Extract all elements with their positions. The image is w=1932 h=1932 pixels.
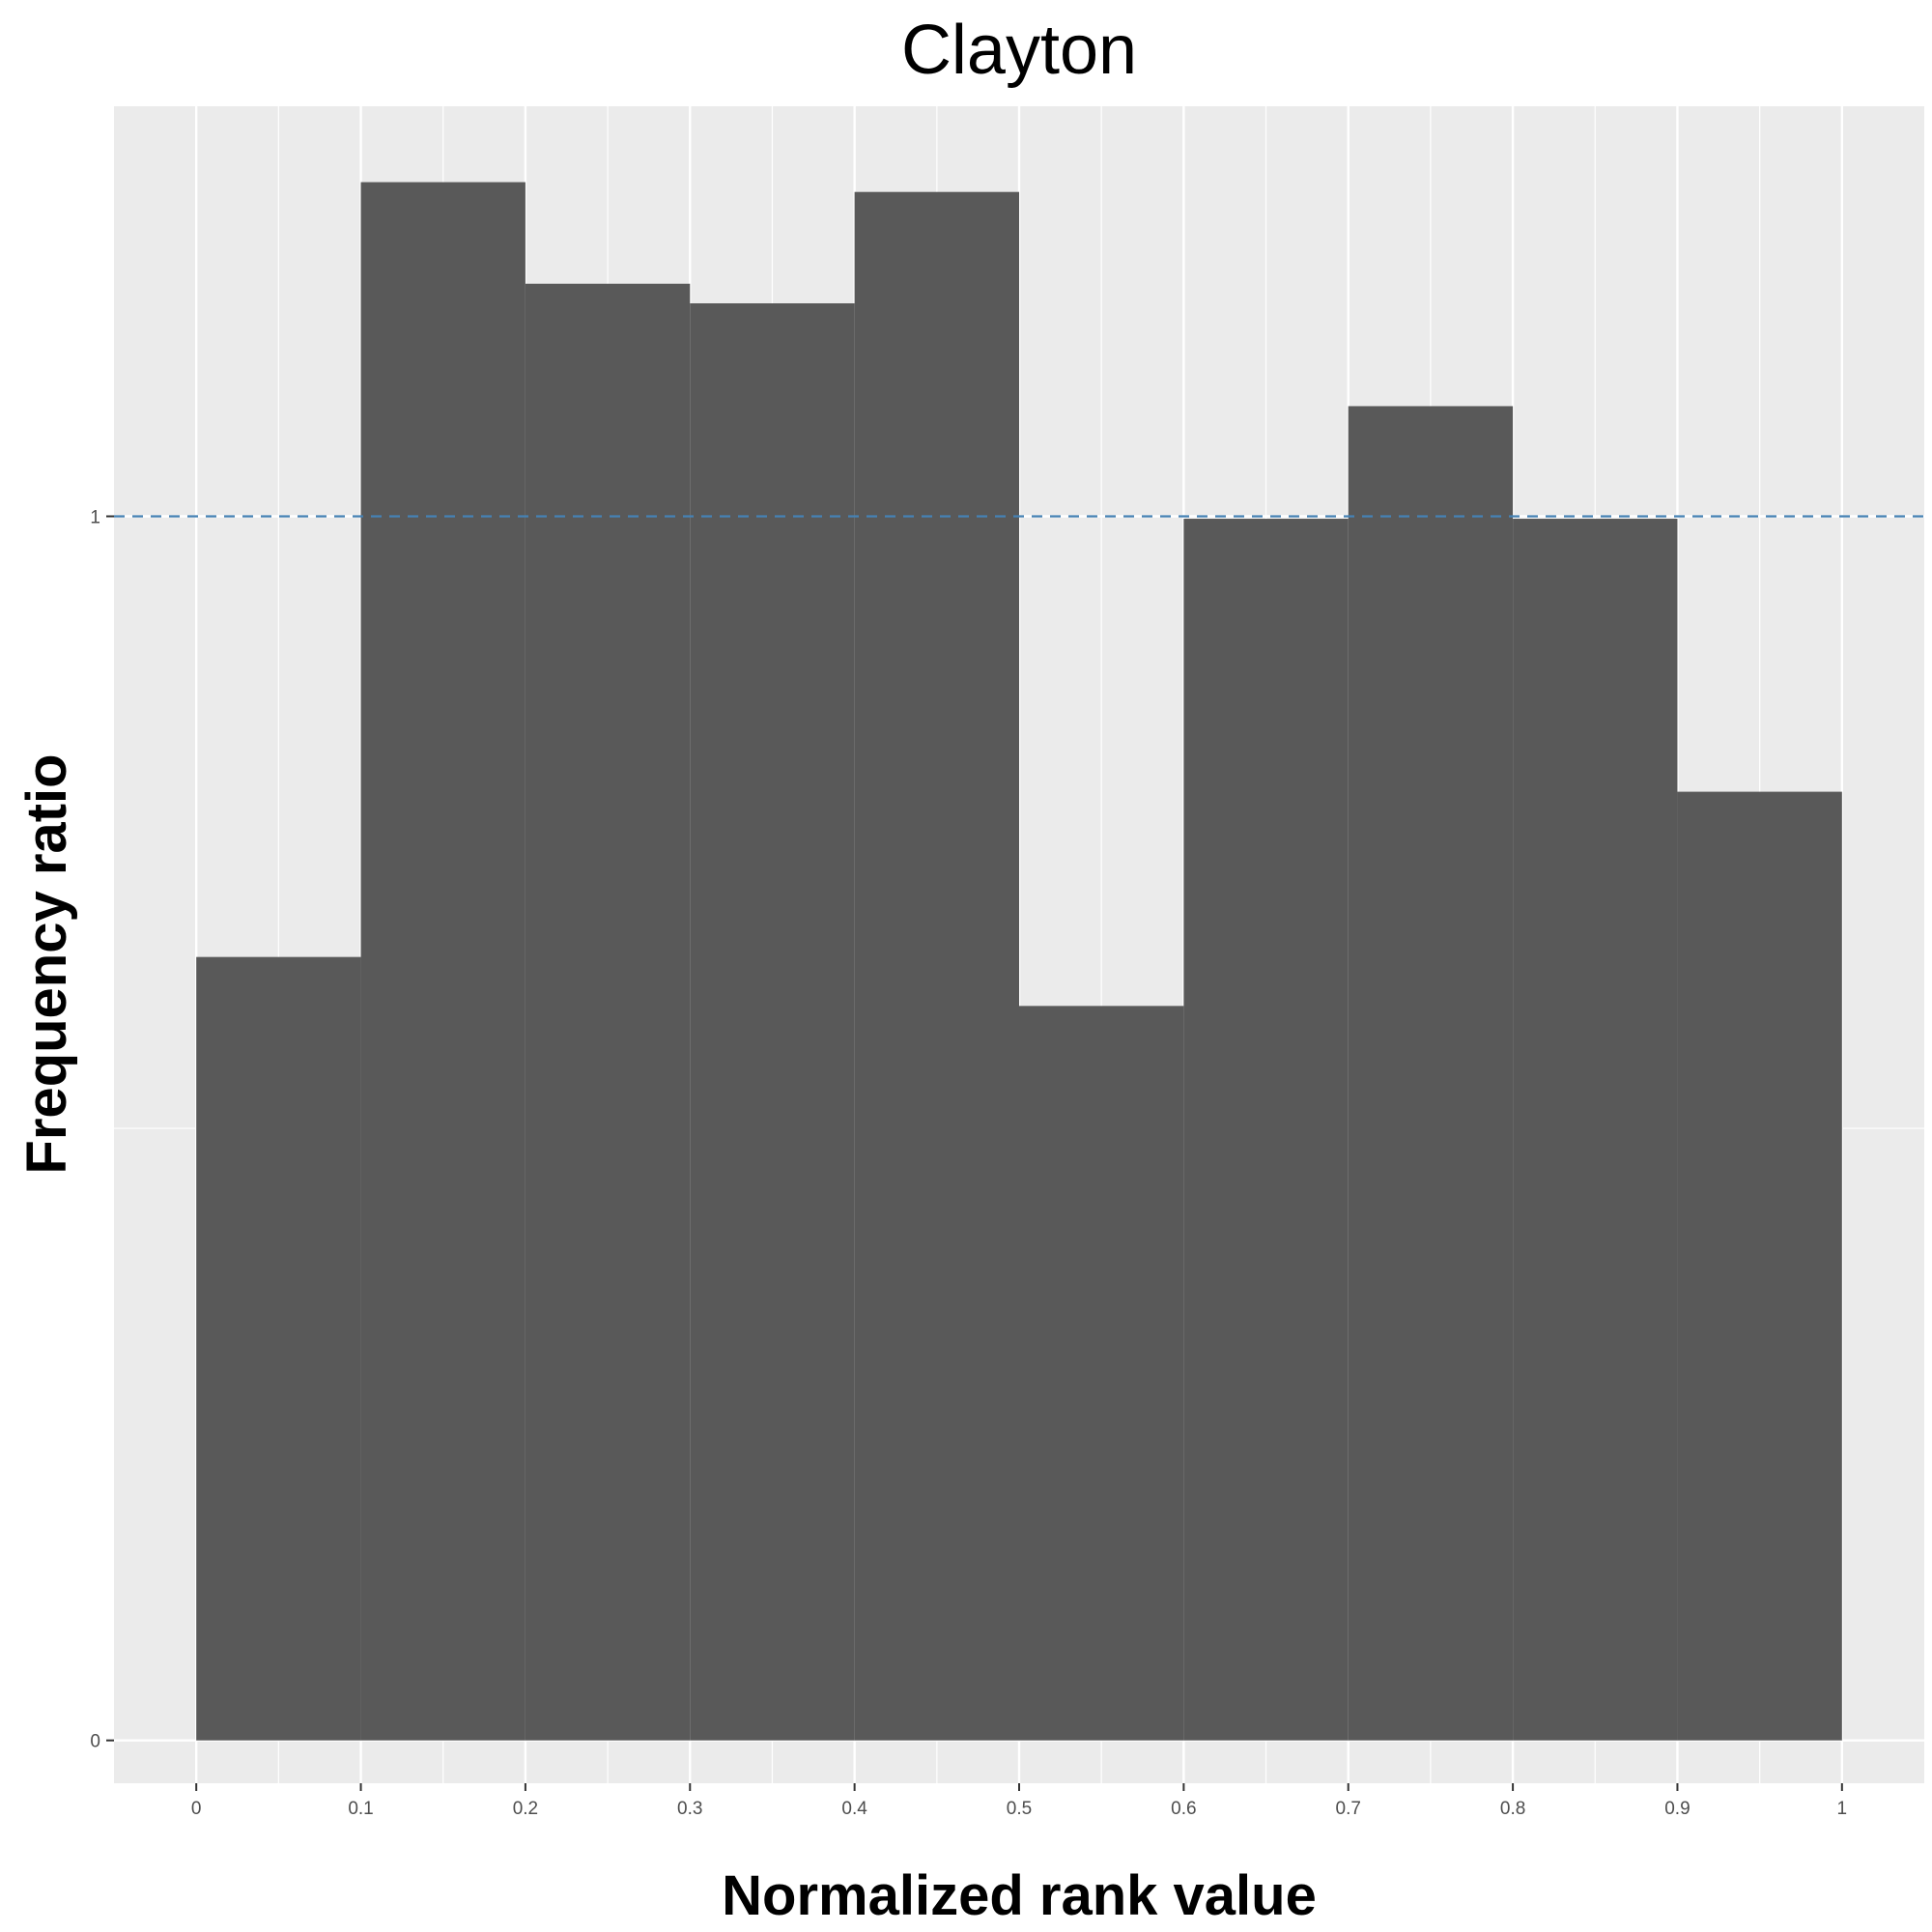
x-axis-title: Normalized rank value [722,1864,1317,1927]
y-tick-label: 0 [90,1732,100,1752]
x-tick-label: 0.2 [513,1799,538,1819]
histogram-bar [1348,406,1514,1741]
histogram-bar [1019,1006,1184,1741]
histogram-bar [196,956,361,1741]
x-tick-label: 0.7 [1336,1799,1361,1819]
y-axis-title: Frequency ratio [15,753,78,1174]
histogram-bars [196,182,1842,1741]
histogram-bar [1513,519,1678,1741]
x-tick-label: 0.9 [1664,1799,1690,1819]
histogram-bar [690,303,855,1741]
y-tick-label: 1 [90,507,100,527]
x-axis: 0 0.1 0.2 0.3 0.4 0.5 0.6 0.7 0.8 0.9 1 [191,1783,1847,1819]
histogram-bar [360,182,526,1741]
histogram-bar [525,283,691,1741]
histogram-bar [1183,519,1349,1741]
x-tick-label: 0.1 [348,1799,373,1819]
x-tick-label: 0.6 [1171,1799,1196,1819]
x-tick-label: 0 [191,1799,202,1819]
histogram-bar [1677,791,1842,1741]
x-tick-label: 0.8 [1500,1799,1525,1819]
x-tick-label: 1 [1837,1799,1848,1819]
x-tick-label: 0.3 [677,1799,702,1819]
chart-title: Clayton [901,12,1137,89]
x-tick-label: 0.5 [1007,1799,1032,1819]
histogram-bar [854,191,1019,1741]
x-tick-label: 0.4 [841,1799,867,1819]
y-axis: 01 [90,507,114,1752]
